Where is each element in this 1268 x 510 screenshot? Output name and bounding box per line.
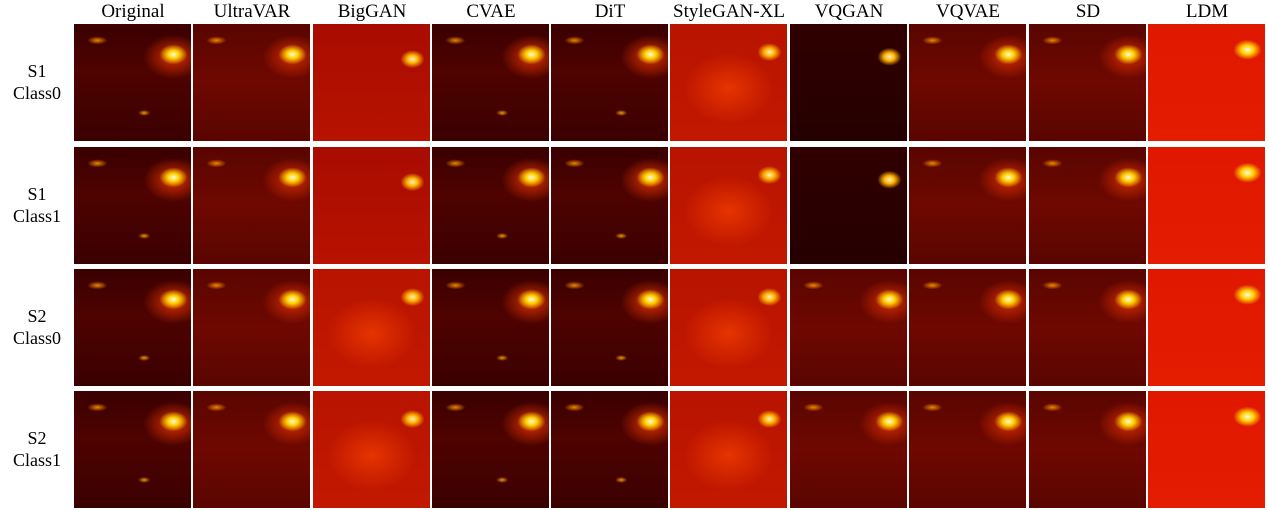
heatmap-image bbox=[193, 269, 310, 386]
heatmap-image bbox=[670, 24, 787, 141]
column-header: Original bbox=[101, 1, 165, 22]
heatmap-image bbox=[909, 147, 1026, 264]
heatmap-image bbox=[1148, 391, 1265, 508]
heatmap-image bbox=[1029, 24, 1146, 141]
heatmap-image bbox=[313, 24, 430, 141]
column-header: CVAE bbox=[466, 1, 516, 22]
row-header: S2 Class0 bbox=[0, 305, 74, 349]
heatmap-image bbox=[551, 269, 668, 386]
heatmap-image bbox=[193, 24, 310, 141]
heatmap-image bbox=[74, 391, 191, 508]
column-header: UltraVAR bbox=[213, 1, 291, 22]
heatmap-image bbox=[790, 24, 907, 141]
heatmap-image bbox=[670, 269, 787, 386]
heatmap-image bbox=[551, 24, 668, 141]
row-label-subject: S2 bbox=[27, 306, 47, 326]
heatmap-image bbox=[790, 147, 907, 264]
heatmap-image bbox=[790, 269, 907, 386]
heatmap-image bbox=[74, 24, 191, 141]
heatmap-image bbox=[1029, 391, 1146, 508]
heatmap-image bbox=[313, 391, 430, 508]
heatmap-image bbox=[1029, 147, 1146, 264]
heatmap-image bbox=[193, 391, 310, 508]
heatmap-image bbox=[670, 147, 787, 264]
column-header: StyleGAN-XL bbox=[673, 1, 785, 22]
column-header: VQVAE bbox=[935, 1, 1001, 22]
row-label-class: Class0 bbox=[12, 328, 61, 348]
row-label-class: Class1 bbox=[12, 206, 61, 226]
heatmap-image bbox=[193, 147, 310, 264]
heatmap-image bbox=[74, 147, 191, 264]
row-label-class: Class1 bbox=[12, 450, 61, 470]
heatmap-image bbox=[1148, 269, 1265, 386]
heatmap-image bbox=[551, 391, 668, 508]
column-header: SD bbox=[1075, 1, 1101, 22]
heatmap-image bbox=[909, 24, 1026, 141]
heatmap-image bbox=[432, 391, 549, 508]
column-header: DiT bbox=[594, 1, 626, 22]
heatmap-image bbox=[670, 391, 787, 508]
heatmap-image bbox=[313, 269, 430, 386]
heatmap-image bbox=[909, 269, 1026, 386]
row-label-subject: S1 bbox=[27, 184, 47, 204]
heatmap-image bbox=[1148, 147, 1265, 264]
heatmap-image bbox=[551, 147, 668, 264]
row-label-subject: S1 bbox=[27, 61, 47, 81]
heatmap-image bbox=[432, 269, 549, 386]
heatmap-image bbox=[1029, 269, 1146, 386]
row-header: S1 Class0 bbox=[0, 60, 74, 104]
column-header: LDM bbox=[1185, 1, 1229, 22]
heatmap-image bbox=[432, 147, 549, 264]
heatmap-image bbox=[313, 147, 430, 264]
heatmap-image bbox=[432, 24, 549, 141]
heatmap-image bbox=[790, 391, 907, 508]
heatmap-image bbox=[1148, 24, 1265, 141]
row-header: S1 Class1 bbox=[0, 183, 74, 227]
heatmap-image bbox=[74, 269, 191, 386]
column-header: VQGAN bbox=[814, 1, 884, 22]
row-label-subject: S2 bbox=[27, 428, 47, 448]
row-header: S2 Class1 bbox=[0, 427, 74, 471]
heatmap-image bbox=[909, 391, 1026, 508]
column-header: BigGAN bbox=[337, 1, 407, 22]
row-label-class: Class0 bbox=[12, 83, 61, 103]
